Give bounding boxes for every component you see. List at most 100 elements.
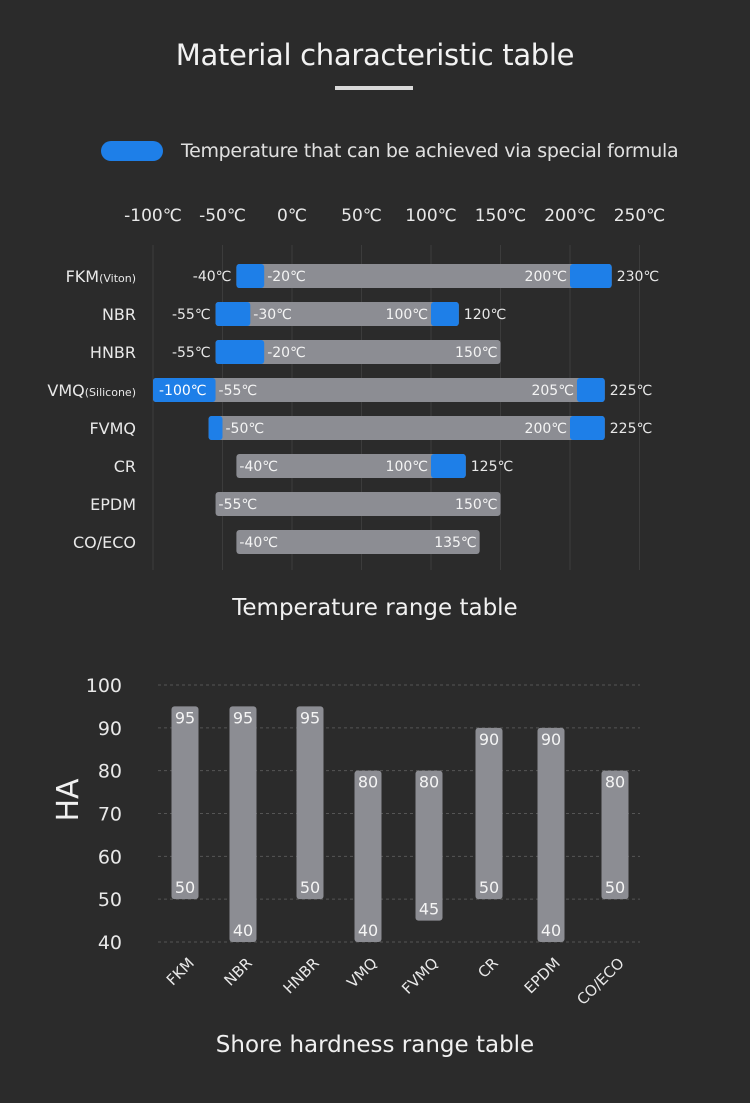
standard-range-bar <box>215 340 501 364</box>
standard-min-label: -30℃ <box>253 307 292 323</box>
special-max-label: 225℃ <box>610 421 652 437</box>
standard-max-label: 205℃ <box>531 383 573 399</box>
standard-min-label: -55℃ <box>219 383 258 399</box>
hardness-max-label: 80 <box>419 773 439 792</box>
hardness-category-label: FVMQ <box>398 954 442 998</box>
special-max-label: 225℃ <box>610 383 652 399</box>
special-max-label: 120℃ <box>464 307 506 323</box>
hardness-chart-title: Shore hardness range table <box>215 1032 535 1058</box>
material-label: VMQ(Silicone) <box>47 381 136 400</box>
standard-min-label: -50℃ <box>226 421 265 437</box>
special-min-label: -55℃ <box>172 307 211 323</box>
temp-x-tick-label: 0℃ <box>277 206 307 226</box>
standard-range-bar <box>236 264 612 288</box>
material-label: CO/ECO <box>73 533 136 552</box>
standard-range-bar <box>215 492 501 516</box>
hardness-category-label: CR <box>474 954 502 982</box>
hardness-max-label: 95 <box>175 708 195 727</box>
material-label: HNBR <box>90 343 136 362</box>
standard-max-label: 135℃ <box>434 535 476 551</box>
standard-min-label: -20℃ <box>267 269 306 285</box>
standard-min-label: -20℃ <box>267 345 306 361</box>
standard-max-label: 100℃ <box>386 307 428 323</box>
hardness-y-tick-label: 70 <box>98 804 122 826</box>
special-range-high <box>576 378 605 402</box>
hardness-min-label: 40 <box>233 921 253 940</box>
special-range-high <box>431 302 459 326</box>
hardness-max-label: 90 <box>479 730 499 749</box>
hardness-max-label: 80 <box>605 773 625 792</box>
temperature-chart-title: Temperature range table <box>232 595 518 621</box>
hardness-category-label: NBR <box>221 954 256 989</box>
hardness-min-label: 45 <box>419 900 439 919</box>
special-range-low <box>208 416 223 440</box>
hardness-y-tick-label: 80 <box>98 761 122 783</box>
hardness-y-tick-label: 90 <box>98 718 122 740</box>
special-range-low <box>215 340 265 364</box>
hardness-category-label: VMQ <box>343 954 380 991</box>
standard-range-bar <box>153 378 605 402</box>
temp-x-tick-label: 150℃ <box>475 206 527 226</box>
standard-min-label: -40℃ <box>239 535 278 551</box>
material-label: NBR <box>102 305 136 324</box>
hardness-max-label: 90 <box>541 730 561 749</box>
standard-range-bar <box>236 454 466 478</box>
material-label: FVMQ <box>89 419 136 438</box>
special-range-high <box>431 454 466 478</box>
hardness-category-label: EPDM <box>521 954 564 997</box>
special-range-high <box>570 416 605 440</box>
special-range-low <box>215 302 251 326</box>
hardness-max-label: 95 <box>233 708 253 727</box>
special-range-high <box>570 264 612 288</box>
temp-x-tick-label: 200℃ <box>544 206 596 226</box>
temperature-range-chart: -100℃ -50℃ 0℃ 50℃ 100℃ 150℃ 200℃ 250℃ FKM(Viton)… <box>47 206 665 570</box>
standard-max-label: 150℃ <box>455 345 497 361</box>
shore-hardness-chart: 100 90 80 70 60 50 40 HA 95 50 FKM 95 40 NBR 95 50 HNBR 8… <box>51 675 640 1009</box>
hardness-range-bar <box>415 770 443 921</box>
temp-x-tick-label: -100℃ <box>124 206 182 226</box>
standard-range-bar <box>208 416 605 440</box>
special-range-low <box>153 378 216 402</box>
hardness-y-tick-label: 40 <box>98 932 122 954</box>
hardness-min-label: 50 <box>479 878 499 897</box>
standard-max-label: 200℃ <box>525 421 567 437</box>
hardness-category-label: CO/ECO <box>573 954 628 1009</box>
hardness-max-label: 95 <box>300 708 320 727</box>
hardness-range-bar <box>296 706 324 900</box>
special-min-label: -100℃ <box>159 383 207 399</box>
standard-min-label: -55℃ <box>219 497 258 513</box>
special-max-label: 125℃ <box>471 459 513 475</box>
temp-x-tick-label: 100℃ <box>405 206 457 226</box>
hardness-min-label: 40 <box>541 921 561 940</box>
hardness-range-bar <box>171 706 199 900</box>
hardness-range-bar <box>601 770 629 900</box>
hardness-min-label: 50 <box>175 878 195 897</box>
special-range-low <box>236 264 265 288</box>
legend-swatch <box>101 141 163 161</box>
material-label: EPDM <box>90 495 136 514</box>
hardness-category-label: HNBR <box>280 954 323 997</box>
temp-x-tick-label: -50℃ <box>199 206 246 226</box>
special-min-label: -40℃ <box>193 269 232 285</box>
standard-max-label: 200℃ <box>525 269 567 285</box>
temp-x-tick-label: 50℃ <box>341 206 382 226</box>
hardness-y-tick-label: 100 <box>86 675 122 697</box>
material-label: FKM(Viton) <box>66 267 136 286</box>
hardness-max-label: 80 <box>358 773 378 792</box>
hardness-y-axis-label: HA <box>51 778 86 822</box>
hardness-y-tick-label: 50 <box>98 889 122 911</box>
standard-range-bar <box>215 302 459 326</box>
hardness-category-label: FKM <box>163 954 198 989</box>
standard-max-label: 150℃ <box>455 497 497 513</box>
material-label: CR <box>114 457 136 476</box>
special-max-label: 230℃ <box>617 269 659 285</box>
hardness-range-bar <box>354 770 382 942</box>
standard-min-label: -40℃ <box>239 459 278 475</box>
page-title: Material characteristic table <box>175 38 575 72</box>
hardness-range-bar <box>537 727 565 942</box>
hardness-range-bar <box>475 727 503 900</box>
hardness-y-tick-label: 60 <box>98 846 122 868</box>
hardness-min-label: 50 <box>605 878 625 897</box>
hardness-min-label: 50 <box>300 878 320 897</box>
title-underline <box>335 86 413 90</box>
